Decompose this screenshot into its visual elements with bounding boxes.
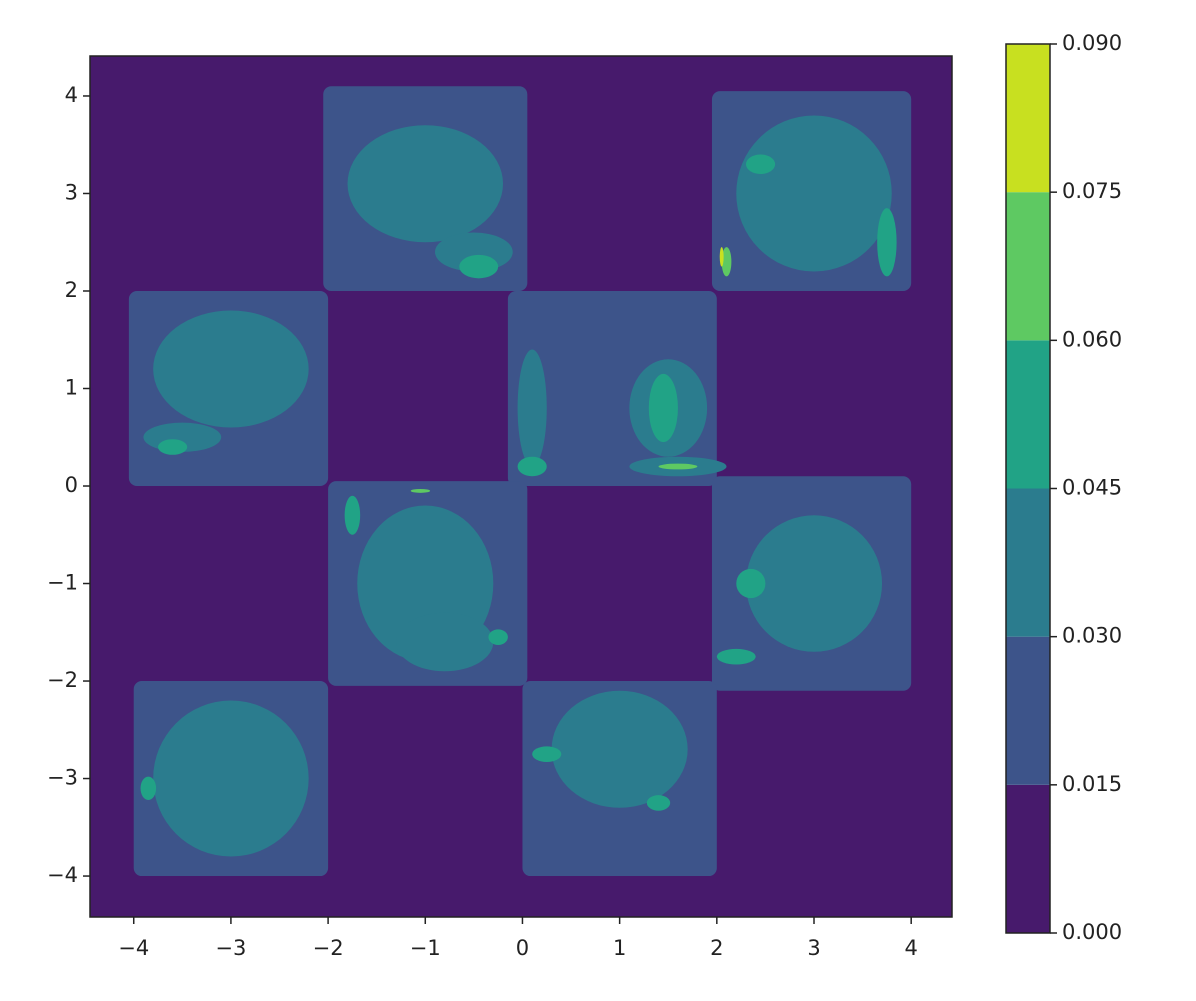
contour-blob: [153, 310, 309, 428]
x-tick-label: −4: [118, 936, 149, 960]
colorbar-band: [1006, 784, 1050, 933]
y-tick-label: 3: [65, 180, 78, 204]
colorbar: [1006, 44, 1050, 933]
x-tick-label: 3: [807, 936, 820, 960]
colorbar-band: [1006, 340, 1050, 489]
x-tick-label: 4: [904, 936, 917, 960]
contour-blob: [745, 154, 776, 174]
contour-blob: [721, 247, 732, 277]
colorbar-tick-label: 0.090: [1062, 31, 1122, 55]
contour-blob: [410, 488, 431, 493]
y-tick-label: −4: [47, 863, 78, 887]
contour-blob: [716, 648, 756, 665]
colorbar-tick-label: 0.000: [1062, 920, 1122, 944]
colorbar-tick-label: 0.030: [1062, 624, 1122, 648]
x-tick-label: −2: [313, 936, 344, 960]
contour-blob: [736, 568, 766, 599]
y-tick-label: −1: [47, 571, 78, 595]
y-tick-label: −2: [47, 668, 78, 692]
y-tick-label: 2: [65, 278, 78, 302]
x-tick-label: −3: [215, 936, 246, 960]
plot-area: [90, 56, 952, 917]
y-tick-label: 0: [65, 473, 78, 497]
contour-blob: [719, 247, 724, 267]
contour-blob: [347, 125, 504, 243]
x-tick-label: 2: [710, 936, 723, 960]
colorbar-band: [1006, 488, 1050, 637]
contour-blob: [532, 746, 562, 762]
colorbar-tick-label: 0.045: [1062, 476, 1122, 500]
y-tick-label: 4: [65, 83, 78, 107]
contour-blob: [745, 515, 883, 652]
contour-blob: [551, 690, 688, 808]
colorbar-band: [1006, 44, 1050, 193]
contour-blob: [646, 795, 671, 811]
contour-blob: [396, 612, 494, 672]
contour-blob: [459, 254, 499, 279]
contour-blob: [153, 700, 309, 857]
y-tick-label: −3: [47, 766, 78, 790]
contour-blob: [488, 629, 508, 645]
colorbar-tick-label: 0.015: [1062, 772, 1122, 796]
contour-blob: [658, 463, 698, 470]
colorbar-tick-label: 0.075: [1062, 179, 1122, 203]
contour-blob: [877, 208, 897, 277]
contour-blob: [517, 349, 547, 467]
contour-blob: [344, 495, 361, 535]
x-tick-label: 0: [516, 936, 529, 960]
contour-blob: [140, 776, 157, 800]
x-tick-label: −1: [410, 936, 441, 960]
colorbar-band: [1006, 636, 1050, 785]
colorbar-band: [1006, 192, 1050, 341]
x-tick-label: 1: [613, 936, 626, 960]
y-tick-label: 1: [65, 376, 78, 400]
contour-blob: [648, 373, 678, 443]
contour-blob: [158, 439, 188, 455]
contour-blob: [736, 115, 892, 272]
colorbar-tick-label: 0.060: [1062, 327, 1122, 351]
contour-blob: [517, 456, 547, 477]
